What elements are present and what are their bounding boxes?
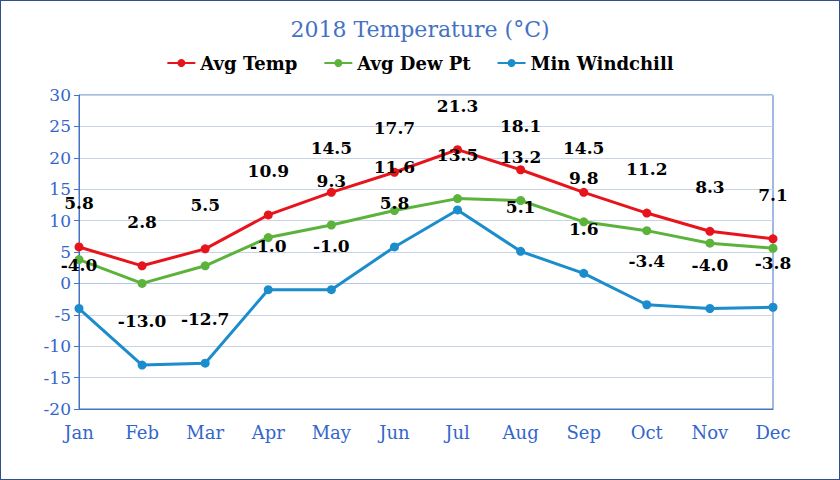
svg-text:5: 5 bbox=[60, 242, 71, 262]
svg-text:-10: -10 bbox=[44, 336, 71, 356]
svg-text:0: 0 bbox=[60, 273, 71, 293]
svg-text:8.3: 8.3 bbox=[695, 177, 725, 197]
svg-text:14.5: 14.5 bbox=[563, 138, 604, 158]
svg-text:Apr: Apr bbox=[251, 422, 286, 443]
svg-text:7.1: 7.1 bbox=[758, 185, 788, 205]
svg-text:9.8: 9.8 bbox=[569, 168, 599, 188]
svg-text:15: 15 bbox=[49, 179, 71, 200]
svg-text:Dec: Dec bbox=[755, 422, 790, 443]
svg-text:-1.0: -1.0 bbox=[313, 236, 350, 256]
svg-text:13.2: 13.2 bbox=[500, 147, 541, 167]
svg-text:5.1: 5.1 bbox=[506, 197, 536, 217]
svg-text:Jul: Jul bbox=[443, 422, 470, 443]
svg-text:2.8: 2.8 bbox=[127, 212, 157, 232]
svg-text:-13.0: -13.0 bbox=[118, 311, 167, 331]
svg-text:Aug: Aug bbox=[502, 422, 539, 443]
svg-text:2018 Temperature (°C): 2018 Temperature (°C) bbox=[290, 17, 549, 42]
svg-text:-4.0: -4.0 bbox=[61, 255, 98, 275]
svg-text:-3.4: -3.4 bbox=[628, 251, 665, 271]
svg-text:5.8: 5.8 bbox=[380, 193, 410, 213]
svg-text:-5: -5 bbox=[54, 305, 71, 325]
svg-text:-1.0: -1.0 bbox=[250, 236, 287, 256]
svg-text:10.9: 10.9 bbox=[248, 161, 289, 181]
svg-text:-15: -15 bbox=[44, 368, 71, 388]
svg-text:Oct: Oct bbox=[631, 422, 664, 443]
svg-text:-20: -20 bbox=[44, 399, 71, 419]
svg-text:1.6: 1.6 bbox=[569, 219, 599, 239]
svg-text:5.5: 5.5 bbox=[190, 195, 220, 215]
svg-text:Jun: Jun bbox=[377, 422, 410, 443]
svg-text:17.7: 17.7 bbox=[374, 118, 415, 138]
svg-text:Mar: Mar bbox=[186, 422, 224, 443]
svg-text:30: 30 bbox=[49, 85, 71, 105]
svg-text:Sep: Sep bbox=[566, 422, 601, 443]
svg-text:5.8: 5.8 bbox=[64, 193, 94, 213]
svg-text:9.3: 9.3 bbox=[317, 171, 347, 191]
svg-text:-12.7: -12.7 bbox=[181, 309, 229, 329]
svg-text:11.6: 11.6 bbox=[374, 157, 415, 177]
svg-text:20: 20 bbox=[49, 148, 71, 168]
svg-text:May: May bbox=[312, 422, 352, 443]
svg-text:Jan: Jan bbox=[62, 422, 94, 443]
svg-text:Avg Dew Pt: Avg Dew Pt bbox=[356, 53, 471, 74]
svg-text:Avg Temp: Avg Temp bbox=[199, 53, 297, 74]
svg-text:18.1: 18.1 bbox=[500, 116, 541, 136]
svg-text:14.5: 14.5 bbox=[311, 138, 352, 158]
svg-text:11.2: 11.2 bbox=[626, 159, 667, 179]
svg-text:10: 10 bbox=[49, 211, 71, 231]
svg-text:25: 25 bbox=[49, 116, 71, 136]
svg-text:-4.0: -4.0 bbox=[692, 255, 729, 275]
svg-text:13.5: 13.5 bbox=[437, 145, 478, 165]
svg-text:21.3: 21.3 bbox=[437, 96, 478, 116]
svg-text:-3.8: -3.8 bbox=[755, 253, 792, 273]
svg-text:Nov: Nov bbox=[692, 422, 730, 443]
svg-text:Min Windchill: Min Windchill bbox=[531, 53, 674, 74]
svg-text:Feb: Feb bbox=[125, 422, 159, 443]
